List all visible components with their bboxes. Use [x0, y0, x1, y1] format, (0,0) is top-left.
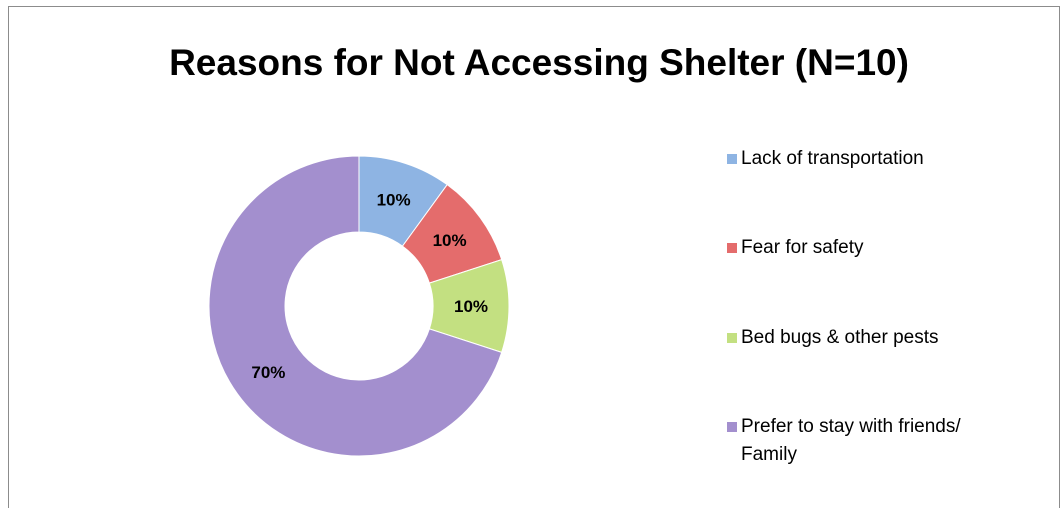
label-safety: 10%: [433, 231, 467, 250]
legend-label: Lack of transportation: [741, 148, 924, 169]
label-friends-family: 70%: [251, 363, 285, 382]
legend-swatch: [727, 154, 737, 164]
legend-label: Prefer to stay with friends/ Family: [741, 416, 961, 465]
slice-friends-family: [208, 155, 503, 457]
legend-item-bedbugs: Bed bugs & other pests: [727, 327, 1001, 352]
legend-item-transportation: Lack of transportation: [727, 148, 1001, 173]
legend-swatch: [727, 422, 737, 432]
label-bedbugs: 10%: [454, 297, 488, 316]
chart-title: Reasons for Not Accessing Shelter (N=10): [169, 42, 909, 83]
legend-label: Fear for safety: [741, 237, 864, 258]
legend-item-friends-family: Prefer to stay with friends/ Family: [727, 416, 1001, 469]
legend-swatch: [727, 333, 737, 343]
legend-item-safety: Fear for safety: [727, 237, 1001, 262]
legend-swatch: [727, 243, 737, 253]
chart-frame: [8, 6, 1060, 508]
label-transportation: 10%: [377, 190, 411, 209]
legend-label: Bed bugs & other pests: [741, 327, 939, 348]
